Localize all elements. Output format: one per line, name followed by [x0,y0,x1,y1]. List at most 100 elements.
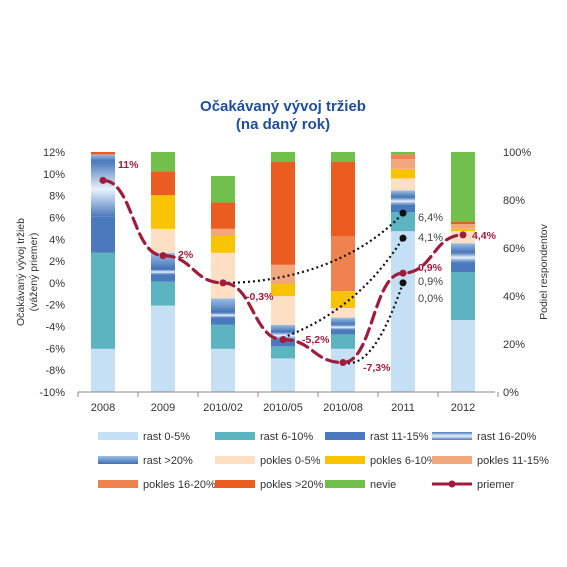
legend-swatch [432,456,472,464]
priemer-value-label: 0,9% [418,262,443,274]
legend-label: rast 16-20% [477,431,537,443]
chart-title: Očakávaný vývoj tržieb [200,98,366,115]
legend-swatch [325,456,365,464]
bar-segment [151,305,175,392]
legend-swatch [325,432,365,440]
bar-segment [331,236,355,292]
bar-segment [211,176,235,203]
bar-segment [211,317,235,325]
bar-segment [151,195,175,229]
dotted-connectors [222,209,407,365]
x-tick-label: 2010/05 [263,402,303,414]
legend-swatch [215,480,255,488]
bar-segment [271,152,295,162]
dotted-connector [282,237,404,339]
left-tick-label: -10% [39,387,65,399]
bar-segment [271,264,295,284]
priemer-point [219,279,227,287]
bar-segment [211,298,235,313]
bar-segment [91,348,115,392]
bar-segment [451,272,475,320]
legend-label: priemer [477,479,515,491]
legend-swatch [98,456,138,464]
bar-segment [271,284,295,296]
left-axis-sublabel: (vážený priemer) [28,233,40,312]
bar-segment [151,228,175,253]
bar-segment [151,281,175,306]
bar-segment [331,334,355,349]
chart-subtitle: (na daný rok) [236,116,330,133]
priemer-point [399,269,407,277]
bar-segment [271,161,295,265]
left-tick-label: 2% [49,256,65,268]
bar-segment [271,296,295,325]
bar-segment [451,152,475,222]
x-tick-label: 2010/02 [203,402,243,414]
bar-segment [451,243,475,253]
left-tick-label: 8% [49,191,65,203]
bar-segment [151,152,175,172]
priemer-point [159,252,167,260]
bar-segment [451,320,475,392]
bar-segment [91,252,115,349]
priemer-point [279,336,287,344]
bar-segment [391,190,415,198]
left-axis-ticks: 12% 10% 8% 6% 4% 2% 0% -2% -4% -6% -8% -10% [39,147,65,399]
bar-segment [91,161,115,217]
bar-segment [451,224,475,229]
legend-label: pokles 11-15% [477,455,549,467]
bar-segment [391,204,415,212]
x-tick-label: 2010/08 [323,402,363,414]
dotted-connector [222,212,404,285]
bar-segment [211,228,235,236]
bar-segment [451,221,475,224]
legend-swatch [325,480,365,488]
left-tick-label: 6% [49,212,65,224]
legend-label: rast 6-10% [260,431,313,443]
connector-point [399,279,407,287]
bar-segment [391,154,415,160]
legend: rast 0-5% rast 6-10% rast 11-15% rast 16-20… [98,431,549,491]
priemer-value-label: 2% [178,249,194,261]
x-tick-label: 2008 [91,402,115,414]
bar-segment [271,358,295,392]
left-tick-label: -4% [45,322,65,334]
connector-point [399,234,407,242]
right-axis-ticks: 100% 80% 60% 40% 20% 0% [503,147,531,399]
bar-segment [331,161,355,236]
bar-segment [211,348,235,392]
bar-segment [331,317,355,325]
right-tick-label: 40% [503,291,525,303]
bar-segment [211,252,235,299]
dotted-connector [342,282,405,365]
legend-swatch [98,480,138,488]
legend-swatch [98,432,138,440]
bar-segment [331,329,355,335]
priemer-value-label: -0,3% [246,291,274,303]
legend-label: pokles 0-5% [260,455,321,467]
x-tick-label: 2012 [451,402,475,414]
left-tick-label: 12% [43,147,65,159]
annotations: 11% 2% -0,3% -5,2% -7,3% 0,9% 4,4% 6,4% 4,1% 0,9%… [118,159,497,374]
left-tick-label: -2% [45,300,65,312]
bar-segment [331,291,355,308]
left-tick-label: -8% [45,365,65,377]
priemer-line-group [99,176,467,367]
bar-segment [451,228,475,232]
left-tick-label: -6% [45,343,65,355]
bar-segment [391,159,415,169]
priemer-point [339,359,347,367]
right-tick-label: 0% [503,387,519,399]
right-tick-label: 80% [503,195,525,207]
bar-segment [391,178,415,191]
bar-segment [391,168,415,179]
bar-segment [331,348,355,392]
bar-segment [151,171,175,196]
left-tick-label: 4% [49,234,65,246]
legend-label: pokles >20% [260,479,324,491]
legend-swatch [432,432,472,440]
right-tick-label: 100% [503,147,531,159]
bar-segment [331,308,355,318]
bar-segment [91,154,115,162]
legend-swatch-point [448,480,456,488]
